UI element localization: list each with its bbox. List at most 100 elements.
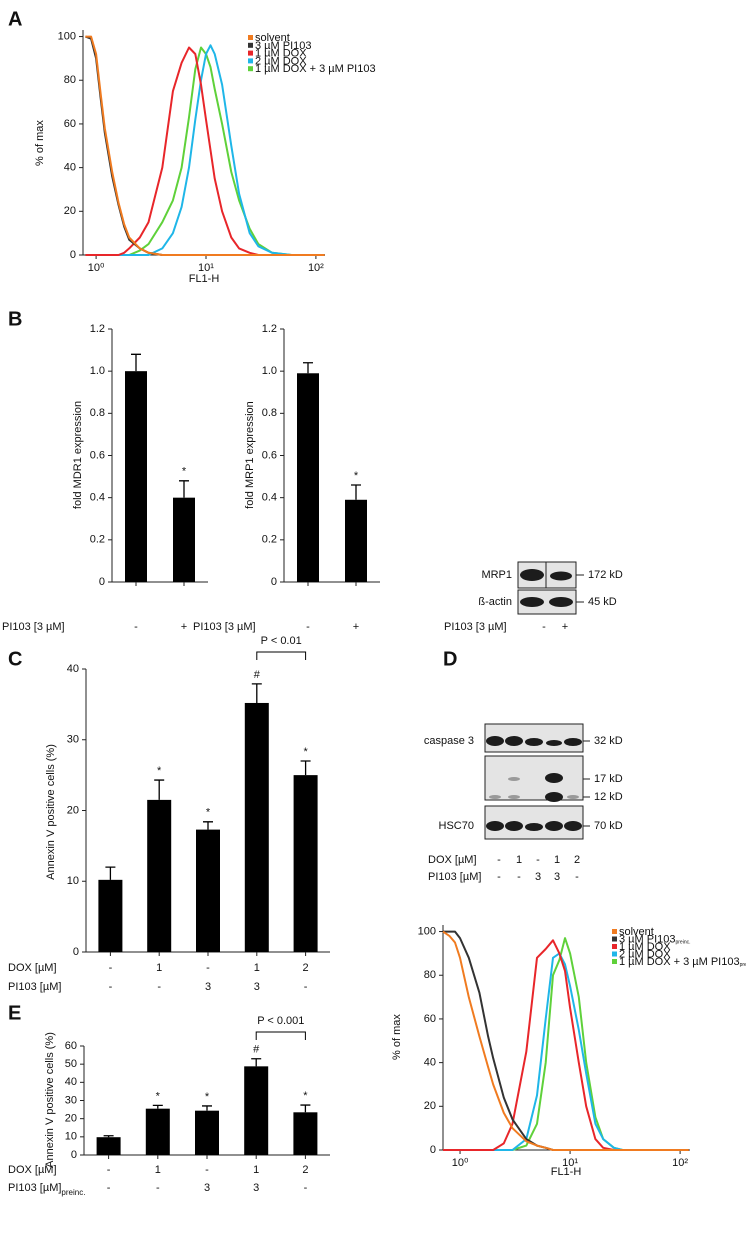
- blot-row-label: MRP1: [481, 569, 512, 581]
- x-row-value: 3: [254, 981, 260, 993]
- x-row-value: -: [205, 1164, 209, 1176]
- bar: [297, 373, 319, 582]
- y-tick-label: 1.0: [262, 365, 277, 377]
- error-bar: [103, 1135, 114, 1138]
- bracket: [256, 651, 307, 660]
- bracket-label: P < 0.001: [257, 1015, 304, 1027]
- error-bar: [152, 1104, 163, 1109]
- x-row-value: -: [156, 1182, 160, 1194]
- bar: [96, 1137, 121, 1155]
- error-bar: [251, 1058, 262, 1067]
- y-tick-label: 60: [424, 1013, 436, 1025]
- legend-label: 3 µM PI103: [255, 40, 311, 52]
- legend-label-main: 2 µM DOX: [255, 55, 307, 67]
- legend-label: 2 µM DOX: [255, 55, 307, 67]
- band: [525, 823, 543, 831]
- y-tick-label: 50: [65, 1058, 77, 1070]
- bar: [293, 1112, 318, 1155]
- x-row-value: -: [304, 981, 308, 993]
- size-label: 172 kD: [588, 569, 623, 581]
- y-tick-label: 10: [67, 875, 79, 887]
- legend-label-sub: preinc.: [675, 940, 690, 946]
- y-axis-label: fold MDR1 expression: [72, 401, 84, 509]
- error-bar: [251, 683, 262, 703]
- legend-label: 2 µM DOX: [619, 948, 671, 960]
- error-bar: [202, 1105, 212, 1111]
- bar: [195, 1110, 219, 1155]
- y-tick-label: 30: [67, 734, 79, 746]
- error-bar: [203, 821, 213, 830]
- lane-label: -: [536, 854, 540, 866]
- bracket: [255, 1031, 306, 1040]
- y-tick-label: 0.8: [262, 407, 277, 419]
- x-row-label: PI103 [3 µM]: [2, 621, 65, 633]
- error-bar: [105, 866, 116, 880]
- lane-label: 1: [516, 854, 522, 866]
- y-tick-label: 40: [65, 1076, 77, 1088]
- legend-label-main: 1 µM DOX: [619, 941, 671, 953]
- y-tick-label: 40: [64, 162, 76, 174]
- legend-swatch: [248, 58, 253, 64]
- x-tick-label: 10¹: [562, 1157, 578, 1169]
- x-row-value: 1: [156, 962, 162, 974]
- y-tick-label: 0.2: [262, 534, 277, 546]
- annotation: *: [303, 746, 308, 758]
- legend-label: 1 µM DOX: [619, 941, 671, 953]
- y-tick-label: 40: [67, 663, 79, 675]
- bar: [145, 1108, 170, 1155]
- error-bar: [179, 480, 189, 498]
- lane-label: 3: [554, 871, 560, 883]
- legend-swatch: [248, 66, 253, 72]
- error-bar: [300, 760, 311, 776]
- x-tick-label: 10⁰: [452, 1157, 469, 1169]
- panel-label: E: [8, 1002, 21, 1024]
- x-row-value: -: [107, 1164, 111, 1176]
- x-row-value: 2: [302, 1164, 308, 1176]
- size-label: 12 kD: [594, 791, 623, 803]
- annotation: *: [354, 470, 359, 482]
- x-tick-label: 10²: [672, 1157, 688, 1169]
- panel-label: C: [8, 648, 22, 670]
- x-row-value: -: [304, 1182, 308, 1194]
- legend-label-main: solvent: [255, 32, 290, 44]
- blot-d: caspase 3 HSC70 32 kD 17 kD 12 kD 70 kD: [424, 723, 623, 840]
- lane-label: -: [497, 854, 501, 866]
- band: [508, 777, 520, 781]
- x-row-value: 1: [253, 1164, 259, 1176]
- band: [545, 773, 563, 783]
- blot-box: [484, 755, 584, 801]
- x-row-value: 3: [205, 981, 211, 993]
- y-tick-label: 0: [73, 946, 79, 958]
- y-tick-label: 40: [424, 1057, 436, 1069]
- x-row-label: PI103 [µM]preinc.: [8, 1182, 85, 1197]
- blot-row-label: caspase 3: [424, 735, 474, 747]
- y-tick-label: 100: [418, 925, 436, 937]
- x-row-value: 1: [254, 962, 260, 974]
- x-row-value: -: [109, 981, 113, 993]
- band: [546, 740, 562, 746]
- x-row-label: PI103 [3 µM]: [193, 621, 256, 633]
- y-tick-label: 0: [70, 249, 76, 261]
- x-row-value: 1: [155, 1164, 161, 1176]
- y-tick-label: 20: [424, 1100, 436, 1112]
- band: [486, 736, 504, 746]
- legend-label-main: 3 µM PI103: [255, 40, 311, 52]
- y-tick-label: 0: [430, 1144, 436, 1156]
- band: [486, 821, 504, 831]
- blot-b: MRP1 ß-actin 172 kD 45 kD PI103 [3 µM] -…: [444, 561, 623, 633]
- x-row-label: DOX [µM]: [8, 962, 57, 974]
- blot-row-label: ß-actin: [478, 596, 512, 608]
- y-tick-label: 100: [58, 30, 76, 42]
- size-label: 45 kD: [588, 596, 617, 608]
- y-tick-label: 60: [64, 118, 76, 130]
- error-bar: [154, 779, 165, 800]
- band: [564, 821, 582, 831]
- series-line: [442, 930, 689, 1151]
- legend-label: 1 µM DOX: [255, 48, 307, 60]
- series-line: [85, 35, 325, 256]
- y-tick-label: 0: [99, 576, 105, 588]
- y-tick-label: 20: [65, 1113, 77, 1125]
- legend-label-main: 1 µM DOX + 3 µM PI103: [619, 956, 740, 968]
